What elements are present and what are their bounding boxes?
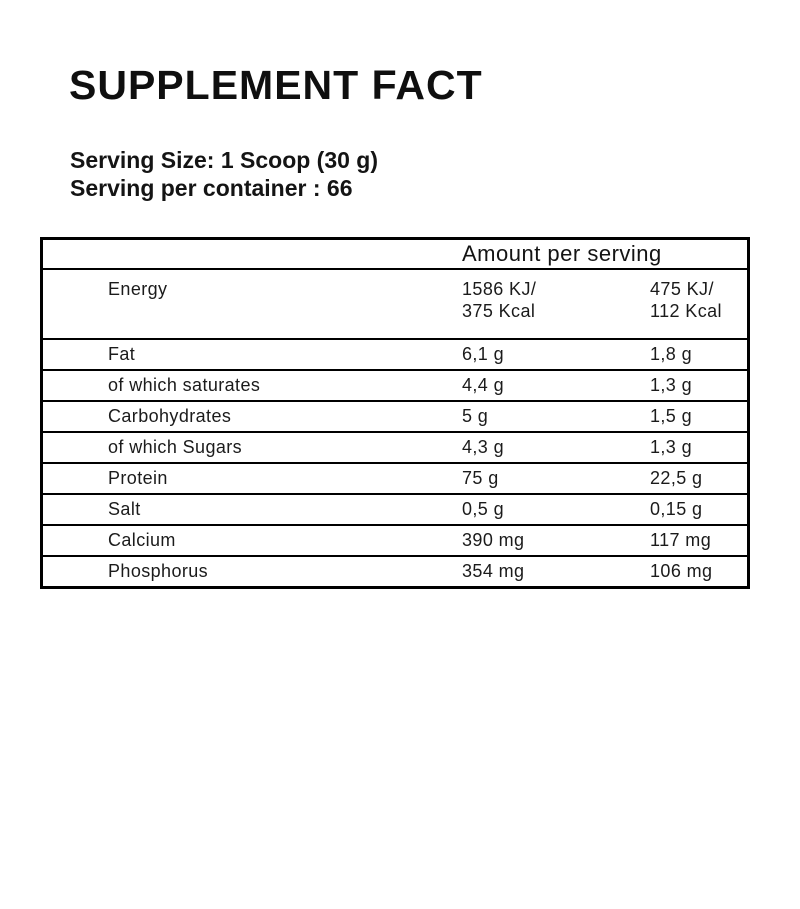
nutrient-label: Calcium [108, 530, 176, 550]
table-row-sugars: of which Sugars 4,3 g 1,3 g [43, 433, 747, 464]
value-col2: 117 mg [650, 530, 712, 550]
value-col2: 0,15 g [650, 499, 703, 519]
value-col1-line2: 375 Kcal [462, 301, 536, 321]
nutrient-label: Energy [108, 279, 168, 299]
nutrient-label: of which saturates [108, 375, 261, 395]
value-col2: 22,5 g [650, 468, 703, 488]
table-row-energy: Energy 1586 KJ/ 375 Kcal 475 KJ/ 112 Kca… [43, 270, 747, 340]
nutrition-facts-table: Amount per serving Energy 1586 KJ/ 375 K… [40, 237, 750, 589]
value-col2: 1,3 g [650, 375, 693, 395]
table-header-row: Amount per serving [43, 240, 747, 270]
value-col2: 1,3 g [650, 437, 693, 457]
table-row-protein: Protein 75 g 22,5 g [43, 464, 747, 495]
value-col2-line1: 475 KJ/ [650, 279, 714, 299]
value-col1: 4,3 g [462, 437, 505, 457]
value-col1: 390 mg [462, 530, 525, 550]
value-col1: 1586 KJ/ 375 Kcal [462, 278, 650, 322]
serving-per-container-line: Serving per container : 66 [70, 175, 353, 201]
value-col2: 475 KJ/ 112 Kcal [650, 278, 747, 322]
table-row-saturates: of which saturates 4,4 g 1,3 g [43, 371, 747, 402]
page-title: SUPPLEMENT FACT [69, 62, 483, 108]
nutrient-label: Carbohydrates [108, 406, 232, 426]
value-col1: 6,1 g [462, 344, 505, 364]
nutrient-label: of which Sugars [108, 437, 243, 457]
value-col2: 1,5 g [650, 406, 693, 426]
table-row-fat: Fat 6,1 g 1,8 g [43, 340, 747, 371]
amount-per-serving-header: Amount per serving [462, 241, 662, 266]
serving-info: Serving Size: 1 Scoop (30 g) Serving per… [70, 146, 378, 202]
value-col1: 75 g [462, 468, 499, 488]
value-col2: 1,8 g [650, 344, 693, 364]
nutrient-label: Salt [108, 499, 141, 519]
table-row-carbohydrates: Carbohydrates 5 g 1,5 g [43, 402, 747, 433]
value-col2-line2: 112 Kcal [650, 301, 722, 321]
value-col2: 106 mg [650, 561, 713, 581]
value-col1: 4,4 g [462, 375, 505, 395]
table-row-calcium: Calcium 390 mg 117 mg [43, 526, 747, 557]
value-col1: 5 g [462, 406, 489, 426]
value-col1: 354 mg [462, 561, 525, 581]
serving-size-line: Serving Size: 1 Scoop (30 g) [70, 147, 379, 173]
value-col1: 0,5 g [462, 499, 505, 519]
nutrient-label: Fat [108, 344, 136, 364]
nutrient-label: Protein [108, 468, 168, 488]
value-col1-line1: 1586 KJ/ [462, 279, 537, 299]
table-row-salt: Salt 0,5 g 0,15 g [43, 495, 747, 526]
nutrient-label: Phosphorus [108, 561, 209, 581]
table-row-phosphorus: Phosphorus 354 mg 106 mg [43, 557, 747, 586]
